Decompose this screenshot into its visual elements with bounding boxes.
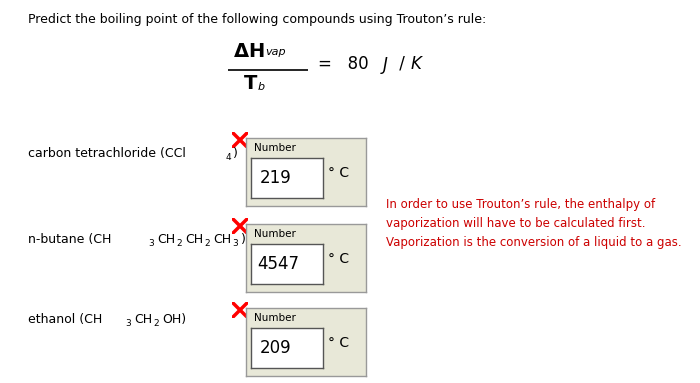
Text: ° C: ° C <box>328 166 349 180</box>
Text: Number: Number <box>254 313 296 323</box>
Text: $\mathbf{T}$: $\mathbf{T}$ <box>243 74 258 93</box>
Text: In order to use Trouton’s rule, the enthalpy of
vaporization will have to be cal: In order to use Trouton’s rule, the enth… <box>386 198 682 249</box>
Text: /: / <box>394 55 410 73</box>
Text: ° C: ° C <box>328 252 349 266</box>
Text: 4: 4 <box>226 153 232 162</box>
Text: $\mathit{K}$: $\mathit{K}$ <box>410 55 424 73</box>
Text: vap: vap <box>265 47 286 57</box>
Text: 2: 2 <box>176 239 181 248</box>
Text: 209: 209 <box>260 339 291 357</box>
Text: CH: CH <box>134 313 152 326</box>
Text: $\mathit{J}$: $\mathit{J}$ <box>380 55 389 76</box>
Text: carbon tetrachloride (CCl: carbon tetrachloride (CCl <box>28 147 186 160</box>
Text: b: b <box>258 82 265 92</box>
Text: ): ) <box>233 147 238 160</box>
Text: 3: 3 <box>125 319 131 328</box>
Text: CH: CH <box>157 233 175 246</box>
Text: =   80: = 80 <box>318 55 384 73</box>
Text: 219: 219 <box>260 169 291 187</box>
Text: 3: 3 <box>148 239 154 248</box>
Text: 2: 2 <box>204 239 209 248</box>
Text: Number: Number <box>254 143 296 153</box>
Text: $\mathbf{\Delta}$$\mathbf{H}$: $\mathbf{\Delta}$$\mathbf{H}$ <box>233 42 265 61</box>
Text: 4547: 4547 <box>257 255 299 273</box>
Text: n-butane (CH: n-butane (CH <box>28 233 111 246</box>
Text: 2: 2 <box>153 319 159 328</box>
Text: CH: CH <box>185 233 203 246</box>
Text: ethanol (CH: ethanol (CH <box>28 313 102 326</box>
Text: ): ) <box>241 233 246 246</box>
Text: 3: 3 <box>232 239 238 248</box>
Text: Number: Number <box>254 229 296 239</box>
Text: ° C: ° C <box>328 336 349 350</box>
Text: Predict the boiling point of the following compounds using Trouton’s rule:: Predict the boiling point of the followi… <box>28 13 486 26</box>
Text: OH): OH) <box>162 313 186 326</box>
Text: CH: CH <box>213 233 231 246</box>
